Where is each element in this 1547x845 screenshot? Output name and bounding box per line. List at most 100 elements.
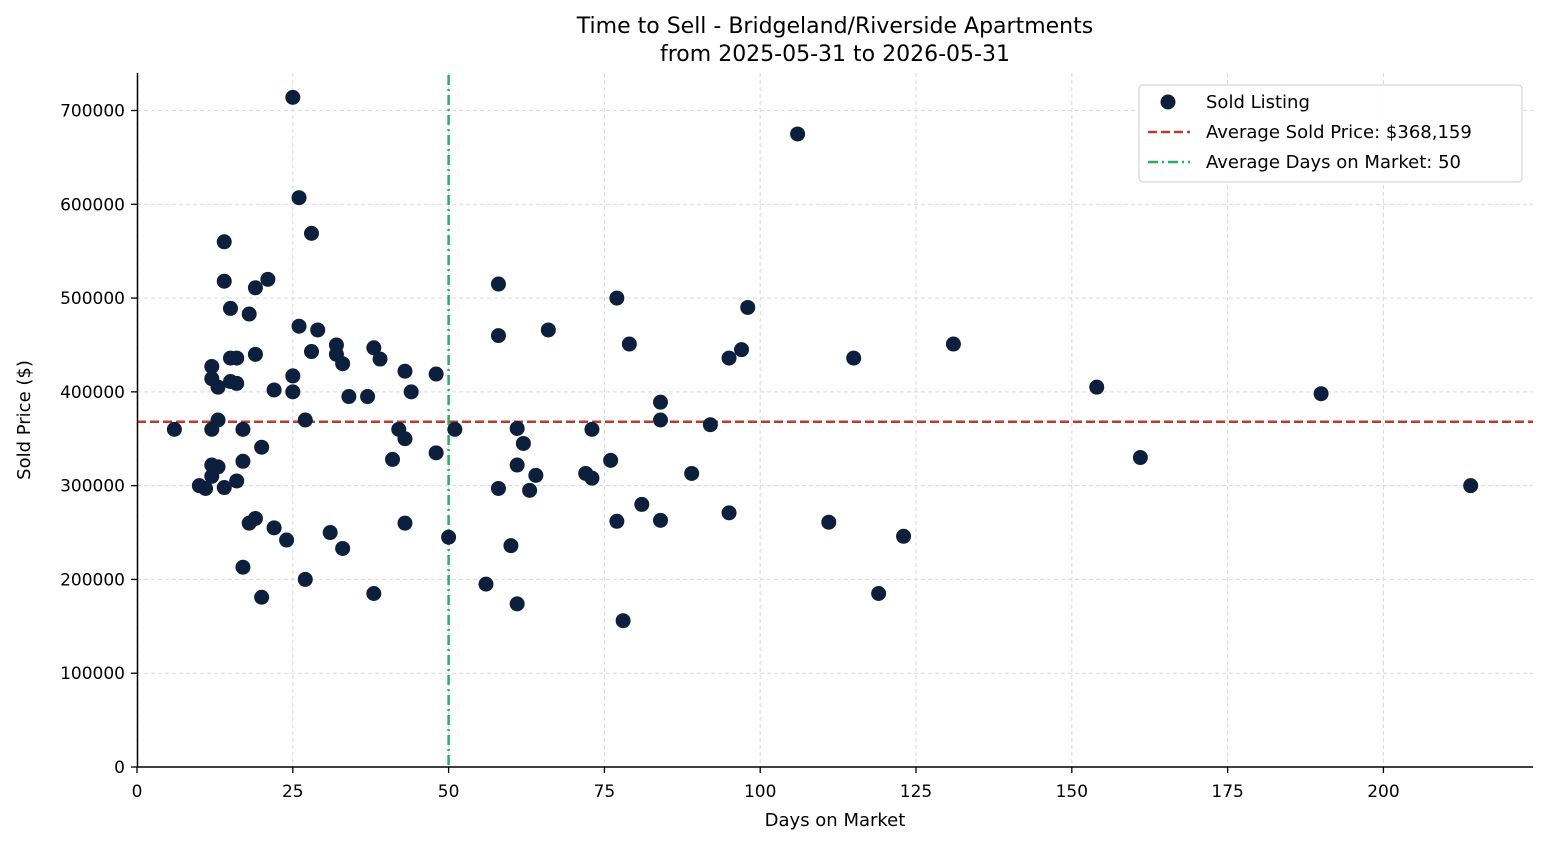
data-point — [241, 306, 257, 322]
data-point — [428, 445, 444, 461]
x-ticks: 0 25 50 75 100 125 150 175 200 — [132, 767, 1400, 802]
data-point — [871, 586, 887, 601]
x-tick-label: 25 — [282, 782, 304, 802]
data-point — [260, 271, 276, 287]
data-point — [397, 363, 413, 379]
x-tick-label: 200 — [1367, 782, 1399, 802]
data-point — [790, 126, 806, 142]
data-point — [210, 379, 226, 395]
data-point — [322, 525, 338, 541]
data-point — [403, 384, 419, 400]
data-point — [721, 505, 737, 521]
data-point — [447, 421, 463, 437]
legend-label-avg-price: Average Sold Price: $368,159 — [1206, 122, 1472, 143]
data-point — [291, 190, 307, 206]
x-tick-label: 100 — [744, 782, 776, 802]
data-point — [702, 417, 718, 433]
data-point — [235, 559, 251, 575]
x-tick-label: 175 — [1211, 782, 1243, 802]
data-point — [603, 452, 619, 468]
chart-subtitle: from 2025-05-31 to 2026-05-31 — [660, 42, 1010, 67]
data-point — [503, 538, 519, 554]
data-point — [204, 359, 220, 375]
data-point — [372, 351, 388, 367]
data-point — [360, 389, 376, 405]
data-point — [653, 412, 668, 428]
data-point — [846, 350, 862, 366]
y-tick-label: 0 — [114, 758, 125, 778]
data-point — [1313, 386, 1329, 402]
data-point — [229, 375, 245, 391]
data-point — [254, 589, 270, 605]
data-point — [229, 473, 245, 489]
data-point — [428, 366, 444, 382]
y-tick-label: 200000 — [60, 570, 125, 590]
data-point — [522, 482, 538, 498]
data-point — [335, 356, 351, 372]
data-point — [540, 322, 556, 338]
data-point — [210, 459, 226, 475]
data-point — [397, 515, 413, 531]
data-point — [490, 276, 506, 292]
data-point — [235, 453, 251, 469]
data-point — [896, 528, 912, 544]
legend-label-avg-days: Average Days on Market: 50 — [1206, 152, 1461, 173]
data-point — [304, 225, 319, 241]
data-point — [634, 496, 650, 512]
data-point — [721, 350, 737, 366]
x-tick-label: 0 — [132, 782, 143, 802]
data-point — [584, 470, 600, 486]
legend-box — [1138, 84, 1523, 183]
data-point — [222, 300, 238, 316]
data-point — [653, 394, 668, 410]
data-point — [247, 346, 263, 362]
data-point — [609, 290, 625, 306]
legend-point-marker — [1160, 94, 1176, 110]
data-point — [509, 596, 525, 612]
data-point — [297, 412, 313, 428]
legend: Sold Listing Average Sold Price: $368,15… — [1138, 84, 1523, 183]
data-point — [1463, 478, 1479, 494]
data-point — [653, 512, 668, 528]
data-point — [609, 513, 625, 529]
x-tick-label: 50 — [438, 782, 460, 802]
y-tick-label: 100000 — [60, 664, 125, 684]
y-tick-label: 400000 — [60, 383, 125, 403]
data-point — [684, 465, 700, 481]
y-tick-label: 600000 — [60, 195, 125, 215]
x-tick-label: 75 — [594, 782, 616, 802]
data-point — [441, 529, 457, 545]
data-point — [341, 389, 357, 405]
y-tick-label: 700000 — [60, 102, 125, 122]
data-point — [247, 510, 263, 526]
data-point — [366, 340, 382, 356]
data-point — [528, 467, 544, 483]
y-tick-label: 500000 — [60, 289, 125, 309]
data-point — [366, 586, 382, 601]
data-points — [166, 89, 1479, 629]
data-point — [1089, 379, 1105, 395]
data-point — [198, 480, 214, 496]
data-point — [515, 435, 531, 451]
data-point — [266, 382, 282, 398]
data-point — [490, 328, 506, 344]
data-point — [216, 234, 232, 250]
data-point — [285, 368, 301, 384]
x-tick-label: 150 — [1056, 782, 1088, 802]
data-point — [216, 273, 232, 289]
chart-title: Time to Sell - Bridgeland/Riverside Apar… — [576, 14, 1093, 39]
data-point — [734, 342, 750, 358]
x-axis-label: Days on Market — [765, 810, 906, 831]
legend-label-points: Sold Listing — [1206, 92, 1310, 113]
data-point — [509, 420, 525, 436]
reference-lines — [137, 75, 1533, 767]
data-point — [821, 514, 837, 530]
data-point — [490, 480, 506, 496]
y-tick-label: 300000 — [60, 477, 125, 497]
data-point — [1132, 450, 1148, 466]
data-point — [210, 412, 226, 428]
data-point — [509, 457, 525, 473]
data-point — [297, 571, 313, 587]
data-point — [740, 299, 756, 315]
